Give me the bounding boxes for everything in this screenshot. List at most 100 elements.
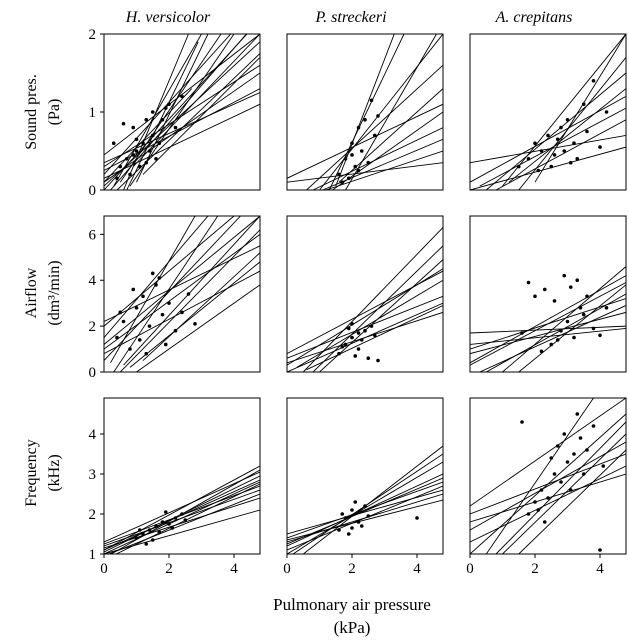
- regression-line-r1c0-6: [129, 261, 260, 368]
- data-point-r0c0-20: [180, 94, 184, 99]
- regression-line-r1c2-6: [479, 305, 626, 372]
- regression-line-r0c0-4: [104, 103, 260, 179]
- panel-frame-r2c0: [103, 397, 261, 555]
- data-point-r1c2-13: [604, 305, 609, 310]
- data-point-r1c0-0: [115, 335, 119, 340]
- x-tick-label-r2c0-0: 0: [100, 561, 108, 577]
- data-point-r1c0-10: [173, 328, 178, 333]
- data-point-r2c1-7: [359, 524, 364, 528]
- regression-line-r0c2-9: [479, 107, 626, 187]
- regression-line-r0c0-14: [104, 34, 248, 190]
- data-point-r0c2-15: [585, 129, 589, 134]
- y-tick-label-r1c0-3: 6: [89, 227, 97, 243]
- data-point-r0c1-13: [376, 114, 380, 118]
- regression-line-r0c2-8: [534, 34, 626, 183]
- x-tick-label-r2c1-0: 0: [283, 561, 291, 577]
- regression-line-r1c0-13: [142, 252, 260, 361]
- y-tick-label-r2c0-2: 3: [89, 467, 97, 483]
- regression-line-r0c2-0: [470, 134, 626, 164]
- data-point-r1c1-4: [363, 328, 367, 333]
- data-point-r1c0-5: [147, 324, 152, 328]
- data-point-r2c2-0: [526, 512, 531, 516]
- data-point-r0c2-11: [604, 110, 609, 114]
- data-point-r0c0-5: [144, 118, 149, 122]
- data-point-r1c1-10: [372, 333, 377, 338]
- panel-r0c2: [470, 34, 626, 190]
- regression-line-r1c0-4: [119, 229, 260, 372]
- regression-line-r1c2-8: [518, 284, 626, 372]
- data-point-r0c0-2: [131, 125, 136, 130]
- data-point-r0c0-11: [128, 172, 132, 177]
- data-point-r2c0-2: [147, 528, 152, 532]
- regression-line-r1c2-9: [470, 298, 626, 350]
- regression-line-r1c2-5: [470, 327, 626, 345]
- regression-line-r2c0-0: [104, 465, 260, 551]
- regression-line-r0c0-18: [104, 88, 193, 183]
- data-point-r0c0-0: [118, 164, 123, 169]
- data-point-r2c2-19: [598, 548, 602, 552]
- data-point-r2c2-1: [533, 500, 537, 504]
- regression-line-r1c0-12: [104, 216, 235, 327]
- data-point-r0c2-10: [591, 79, 596, 83]
- regression-line-r0c2-6: [470, 146, 626, 190]
- data-point-r1c0-11: [180, 310, 184, 315]
- data-point-r2c2-5: [559, 480, 563, 484]
- data-point-r2c2-14: [542, 520, 547, 524]
- data-point-r1c2-18: [520, 331, 524, 335]
- data-point-r2c2-12: [568, 488, 573, 492]
- data-point-r1c0-1: [121, 319, 126, 324]
- row0-ylabel-line2: (Pa): [46, 99, 63, 126]
- regression-line-r1c1-5: [287, 311, 443, 364]
- data-point-r2c0-8: [180, 512, 184, 516]
- data-point-r0c0-19: [144, 160, 149, 165]
- y-tick-label-r1c0-1: 2: [89, 319, 97, 335]
- data-point-r1c2-4: [562, 273, 567, 278]
- data-point-r0c1-7: [353, 164, 358, 169]
- regression-line-r1c0-5: [104, 216, 209, 338]
- regression-line-r2c0-2: [104, 489, 260, 547]
- regression-line-r2c2-5: [470, 465, 626, 543]
- regression-line-r0c0-12: [136, 34, 209, 183]
- regression-line-r0c2-4: [518, 57, 626, 190]
- data-point-r0c0-7: [154, 157, 158, 161]
- data-point-r1c0-2: [128, 347, 132, 351]
- regression-line-r2c2-6: [470, 398, 626, 507]
- data-point-r0c0-17: [115, 176, 119, 181]
- regression-line-r0c0-3: [104, 88, 260, 171]
- data-point-r2c2-18: [575, 412, 580, 416]
- data-point-r1c2-7: [549, 342, 554, 347]
- data-point-r0c1-9: [366, 160, 371, 165]
- data-point-r2c1-2: [350, 508, 354, 512]
- regression-line-r2c2-3: [485, 398, 594, 554]
- data-point-r0c2-9: [581, 102, 586, 106]
- data-point-r1c0-7: [154, 283, 158, 287]
- data-point-r0c2-2: [533, 141, 537, 145]
- regression-line-r0c0-17: [142, 57, 260, 175]
- data-point-r0c1-2: [350, 141, 354, 145]
- data-point-r1c2-12: [591, 326, 596, 331]
- regression-line-r2c1-9: [287, 499, 443, 541]
- data-point-r1c0-3: [134, 305, 139, 310]
- data-point-r0c2-4: [546, 133, 550, 138]
- panel-frame-r0c1: [286, 33, 444, 191]
- data-point-r1c0-17: [118, 310, 123, 315]
- regression-line-r0c1-0: [287, 103, 443, 179]
- data-point-r1c2-9: [565, 319, 570, 324]
- data-point-r0c2-14: [575, 157, 580, 161]
- regression-line-r0c1-5: [312, 127, 443, 190]
- data-point-r2c2-15: [555, 444, 560, 448]
- data-point-r1c1-8: [359, 338, 364, 342]
- data-point-r0c2-6: [559, 125, 563, 130]
- data-point-r1c1-3: [356, 347, 361, 351]
- data-point-r0c0-1: [124, 157, 129, 161]
- data-point-r0c0-15: [173, 125, 178, 130]
- panel-frame-r0c0: [103, 33, 261, 191]
- data-point-r0c0-23: [131, 153, 136, 157]
- data-point-r2c2-6: [565, 460, 570, 464]
- data-point-r1c0-8: [160, 312, 165, 317]
- regression-line-r0c1-4: [335, 34, 395, 187]
- regression-line-r0c0-13: [104, 92, 260, 164]
- column-title-2: A. crepitans: [495, 9, 573, 26]
- x-tick-label-r2c2-0: 0: [466, 561, 474, 577]
